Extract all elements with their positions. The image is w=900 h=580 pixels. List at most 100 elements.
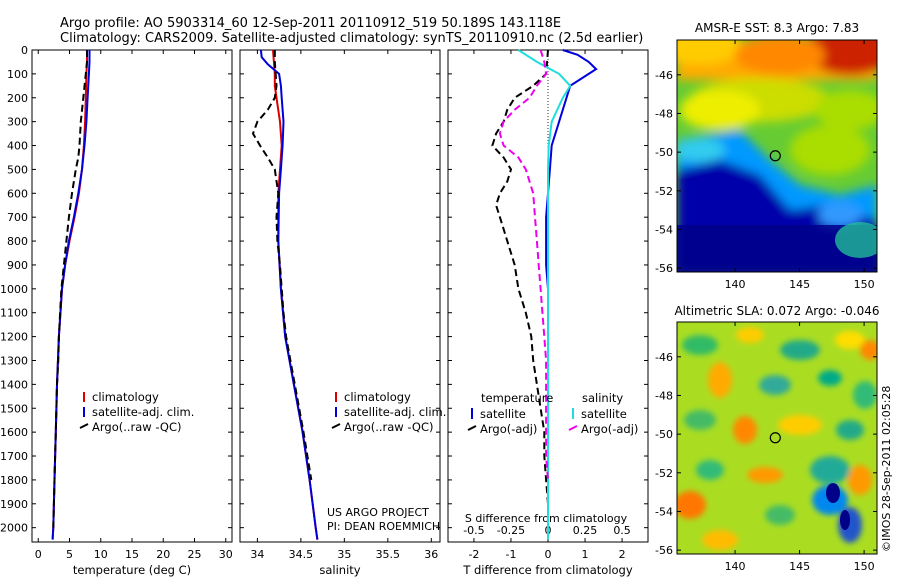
map-lon-label: 150 (854, 278, 875, 291)
sla-map-title: Altimetric SLA: 0.072 Argo: -0.046 (674, 304, 879, 318)
series-line (491, 49, 549, 504)
x-tick-label: 1 (582, 548, 589, 561)
x-tick-label: 0 (35, 548, 42, 561)
x2-axis-label: S difference from climatology (465, 512, 628, 525)
x2-tick-label: 0.25 (573, 524, 598, 537)
legend-group-label: salinity (582, 391, 623, 405)
depth-tick-label: 600 (7, 187, 28, 200)
depth-tick-label: 100 (7, 68, 28, 81)
x-tick-label: 35.5 (376, 548, 401, 561)
x-tick-label: 34.5 (289, 548, 314, 561)
map-lat-label: -46 (655, 69, 673, 82)
x-tick-label: 0 (545, 548, 552, 561)
sla-map-ticks: -46 -48 -50 -52 -54 -56 140 145 150 (655, 322, 877, 573)
legend-entry: climatology (344, 390, 411, 404)
x-tick-label: 20 (156, 548, 170, 561)
map-lat-label: -50 (655, 146, 673, 159)
series-line (251, 50, 313, 481)
depth-tick-label: 1900 (0, 498, 28, 511)
sst-map-ticks: -46 -48 -50 -52 -54 -56 140 145 150 (655, 40, 877, 291)
legend-entry: satellite-adj. clim. (344, 405, 446, 419)
map-lon-label: 140 (725, 560, 746, 573)
depth-tick-label: 300 (7, 116, 28, 129)
legend-entry: satellite-adj. clim. (92, 405, 194, 419)
legend-swatch (79, 423, 89, 429)
depth-tick-label: 1200 (0, 331, 28, 344)
sst-map: AMSR-E SST: 8.3 Argo: 7.83 -46 -48 (655, 21, 878, 291)
legend-entry: Argo(..raw -QC) (344, 420, 434, 434)
temperature-panel: 0100200300400500600700800900100011001200… (0, 44, 233, 577)
depth-tick-label: 1300 (0, 354, 28, 367)
map-lat-label: -46 (655, 351, 673, 364)
sst-field (677, 40, 877, 272)
x-tick-label: 36 (424, 548, 438, 561)
map-lat-label: -54 (655, 223, 673, 236)
depth-tick-label: 1000 (0, 283, 28, 296)
difference-panel: -2 -1 0 1 2-0.5 -0.25 0 0.25 0.5S difference fro… (447, 49, 649, 577)
x2-tick-label: 0.5 (613, 524, 631, 537)
legend-entry: Argo(-adj) (480, 422, 537, 436)
x-tick-label: 25 (188, 548, 202, 561)
sst-map-frame (676, 39, 878, 273)
legend-entry: Argo(..raw -QC) (92, 420, 182, 434)
depth-tick-label: 500 (7, 163, 28, 176)
depth-tick-label: 800 (7, 235, 28, 248)
depth-tick-label: 2000 (0, 522, 28, 535)
plot-frame (239, 49, 441, 543)
x-tick-label: 10 (94, 548, 108, 561)
legend-entry: climatology (92, 390, 159, 404)
x-axis-label: salinity (319, 563, 360, 577)
x2-tick-label: -0.5 (463, 524, 484, 537)
x-tick-label: -1 (505, 548, 516, 561)
map-lon-label: 145 (789, 560, 810, 573)
x2-tick-label: -0.25 (497, 524, 525, 537)
header-line-2: Climatology: CARS2009. Satellite-adjuste… (60, 31, 643, 46)
series-line (51, 50, 88, 540)
map-lat-label: -52 (655, 467, 673, 480)
argo-location-marker (769, 150, 781, 162)
depth-tick-label: 0 (21, 44, 28, 57)
depth-tick-label: 400 (7, 140, 28, 153)
map-lat-label: -56 (655, 262, 673, 275)
sla-map-frame (676, 321, 878, 555)
series-line (517, 49, 572, 540)
project-line-1: US ARGO PROJECT (327, 506, 429, 519)
map-lon-label: 150 (854, 560, 875, 573)
map-lon-label: 145 (789, 278, 810, 291)
map-lat-label: -48 (655, 107, 673, 120)
map-lon-label: 140 (725, 278, 746, 291)
legend-entry: Argo(-adj) (581, 422, 638, 436)
depth-tick-label: 1400 (0, 378, 28, 391)
x-tick-label: 34 (250, 548, 264, 561)
series-line (259, 49, 319, 540)
map-lat-label: -56 (655, 544, 673, 557)
series-line (545, 49, 598, 528)
x-tick-label: 30 (219, 548, 233, 561)
legend-group-label: temperature (481, 391, 553, 405)
legend-swatch (331, 423, 341, 429)
argo-location-marker (769, 432, 781, 444)
legend-swatch (568, 425, 578, 431)
depth-tick-label: 1700 (0, 450, 28, 463)
map-lat-label: -48 (655, 389, 673, 402)
series-line (498, 49, 549, 480)
header-line-1: Argo profile: AO 5903314_60 12-Sep-2011 … (60, 16, 561, 31)
x-axis-label: temperature (deg C) (73, 563, 191, 577)
legend-entry: satellite (480, 407, 526, 421)
x-axis-label: T difference from climatology (462, 563, 633, 577)
x-tick-label: -2 (468, 548, 479, 561)
depth-tick-label: 700 (7, 211, 28, 224)
x-tick-label: 35 (337, 548, 351, 561)
map-lat-label: -52 (655, 185, 673, 198)
salinity-panel: 34 34.5 35 35.5 36 salinity climatologysatelli… (239, 49, 446, 577)
legend-swatch (467, 425, 477, 431)
depth-tick-label: 1600 (0, 426, 28, 439)
series-line (272, 49, 319, 540)
sla-field (677, 322, 877, 554)
sst-map-title: AMSR-E SST: 8.3 Argo: 7.83 (695, 21, 859, 35)
depth-tick-label: 1800 (0, 474, 28, 487)
x-tick-label: 15 (125, 548, 139, 561)
depth-tick-label: 200 (7, 92, 28, 105)
legend-entry: satellite (581, 407, 627, 421)
